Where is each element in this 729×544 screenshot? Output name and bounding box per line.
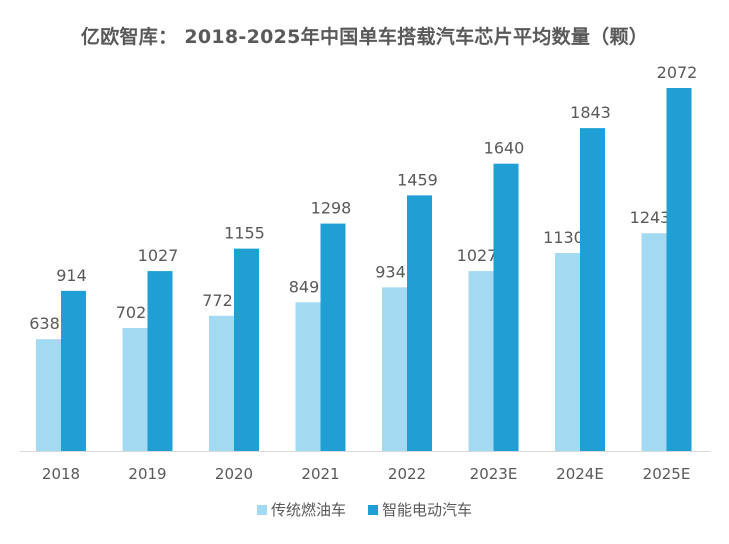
bar-ice-2021 — [295, 302, 321, 451]
data-label-ice-2018: 638 — [29, 314, 60, 333]
data-label-ice-2022: 934 — [375, 262, 406, 281]
bar-ev-2019 — [147, 271, 173, 451]
x-tick-label-2019: 2019 — [128, 465, 166, 483]
bar-ev-2024E — [580, 128, 605, 451]
data-label-ice-2020: 772 — [202, 291, 233, 310]
legend: 传统燃油车 智能电动汽车 — [0, 499, 729, 520]
x-tick-label-2022: 2022 — [388, 465, 426, 483]
bar-ice-2022 — [382, 287, 407, 451]
data-label-ice-2023E: 1027 — [457, 246, 498, 265]
data-label-ice-2021: 849 — [289, 277, 320, 296]
legend-item-ice: 传统燃油车 — [256, 499, 346, 520]
x-tick-label-2020: 2020 — [215, 465, 253, 483]
data-label-ice-2024E: 1130 — [543, 228, 584, 247]
data-label-ev-2025E: 2072 — [657, 63, 698, 82]
data-label-ice-2019: 702 — [116, 303, 147, 322]
legend-swatch-ev — [368, 504, 378, 515]
x-tick-label-2018: 2018 — [42, 465, 80, 483]
bar-ice-2024E — [555, 253, 580, 451]
bar-ice-2025E — [641, 233, 667, 451]
legend-label-ev: 智能电动汽车 — [382, 501, 473, 519]
bar-ev-2021 — [320, 223, 346, 451]
bar-ice-2023E — [468, 271, 494, 451]
data-label-ev-2024E: 1843 — [570, 103, 611, 122]
x-tick-label-2025E: 2025E — [643, 465, 691, 483]
x-tick-label-2021: 2021 — [301, 465, 339, 483]
x-tick-label-2023E: 2023E — [470, 465, 518, 483]
data-label-ev-2022: 1459 — [397, 170, 438, 189]
data-label-ev-2020: 1155 — [224, 224, 265, 243]
bar-ev-2018 — [61, 290, 86, 451]
bar-ice-2020 — [209, 315, 234, 451]
bar-ev-2020 — [234, 248, 259, 451]
data-label-ev-2023E: 1640 — [484, 139, 525, 158]
bar-ev-2023E — [493, 163, 519, 451]
x-tick-label-2024E: 2024E — [556, 465, 604, 483]
legend-label-ice: 传统燃油车 — [270, 501, 346, 519]
bar-ev-2025E — [666, 88, 692, 451]
bar-ev-2022 — [407, 195, 432, 451]
legend-swatch-ice — [256, 504, 267, 515]
bar-ice-2019 — [122, 328, 148, 451]
legend-item-ev: 智能电动汽车 — [368, 499, 472, 520]
data-label-ev-2021: 1298 — [311, 199, 352, 218]
data-label-ev-2019: 1027 — [138, 246, 179, 265]
chart-title: 亿欧智库： 2018-2025年中国单车搭载汽车芯片平均数量（颗） — [80, 26, 649, 48]
bar-ice-2018 — [36, 339, 61, 451]
data-label-ice-2025E: 1243 — [630, 208, 671, 227]
data-label-ev-2018: 914 — [56, 266, 87, 285]
